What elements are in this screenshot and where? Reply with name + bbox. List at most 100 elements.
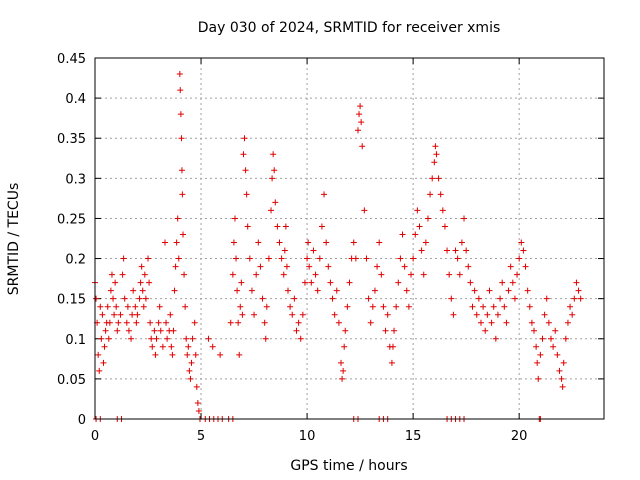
data-point [124,303,131,310]
data-point [96,367,103,374]
data-point [251,311,258,318]
data-point [272,199,279,206]
data-point [287,303,294,310]
data-point [357,103,364,110]
data-point [567,303,574,310]
data-point [465,263,472,270]
data-point [484,311,491,318]
data-point [236,351,243,358]
data-point [137,279,144,286]
data-point [448,295,455,302]
data-point [268,207,275,214]
data-point [147,319,154,326]
data-point [577,295,584,302]
data-point [352,255,359,262]
data-point [469,303,476,310]
data-point [405,303,412,310]
data-point [559,383,566,390]
data-point [114,327,121,334]
data-point [533,343,540,350]
x-tick-label: 15 [405,429,422,444]
data-point [188,359,195,366]
data-point [112,279,119,286]
data-point [550,343,557,350]
data-point [350,239,357,246]
data-point [177,87,184,94]
data-point [182,303,189,310]
data-point [142,295,149,302]
data-point [361,207,368,214]
data-point [477,319,484,326]
y-axis-label: SRMTID / TECUs [6,183,22,296]
data-point [505,287,512,294]
data-point [310,247,317,254]
x-axis-ticks: 0 5 10 15 20 [91,58,527,444]
data-point [171,287,178,294]
data-point [526,303,533,310]
data-point [174,215,181,222]
data-point [271,167,278,174]
data-points [92,71,584,422]
data-point [159,343,166,350]
data-point [305,239,312,246]
data-point [393,303,400,310]
data-point [227,319,234,326]
data-point [167,311,174,318]
data-point [180,231,187,238]
data-point [497,295,504,302]
data-point [156,303,163,310]
data-point [410,255,417,262]
data-point [346,279,353,286]
data-point [231,215,238,222]
data-point [121,295,128,302]
data-point [514,271,521,278]
data-point [189,335,196,342]
data-point [528,319,535,326]
data-point [141,271,148,278]
data-point [397,255,404,262]
data-point [511,295,518,302]
data-point [281,247,288,254]
data-point [270,151,277,158]
data-point [105,335,112,342]
data-point [183,335,190,342]
data-point [433,151,440,158]
data-point [243,191,250,198]
data-point [374,263,381,270]
data-point [123,319,130,326]
data-point [113,303,120,310]
data-point [503,319,510,326]
data-point [524,287,531,294]
data-point [340,367,347,374]
data-point [274,223,281,230]
data-point [179,191,186,198]
data-point [175,255,182,262]
data-point [262,335,269,342]
data-point [169,351,176,358]
data-point [168,343,175,350]
data-point [283,263,290,270]
data-point [120,255,127,262]
data-point [299,311,306,318]
data-point [237,303,244,310]
data-point [172,263,179,270]
data-point [359,143,366,150]
data-point [306,263,313,270]
data-point [531,327,538,334]
data-point [369,303,376,310]
data-point [520,247,527,254]
data-point [255,239,262,246]
data-point [110,295,117,302]
data-point [93,295,100,302]
data-point [560,359,567,366]
data-point [244,223,251,230]
data-point [424,215,431,222]
data-point [441,223,448,230]
data-point [297,335,304,342]
data-point [545,319,552,326]
data-point [229,271,236,278]
data-point [427,191,434,198]
plot-frame [94,57,605,420]
data-point [170,327,177,334]
data-point [338,359,345,366]
